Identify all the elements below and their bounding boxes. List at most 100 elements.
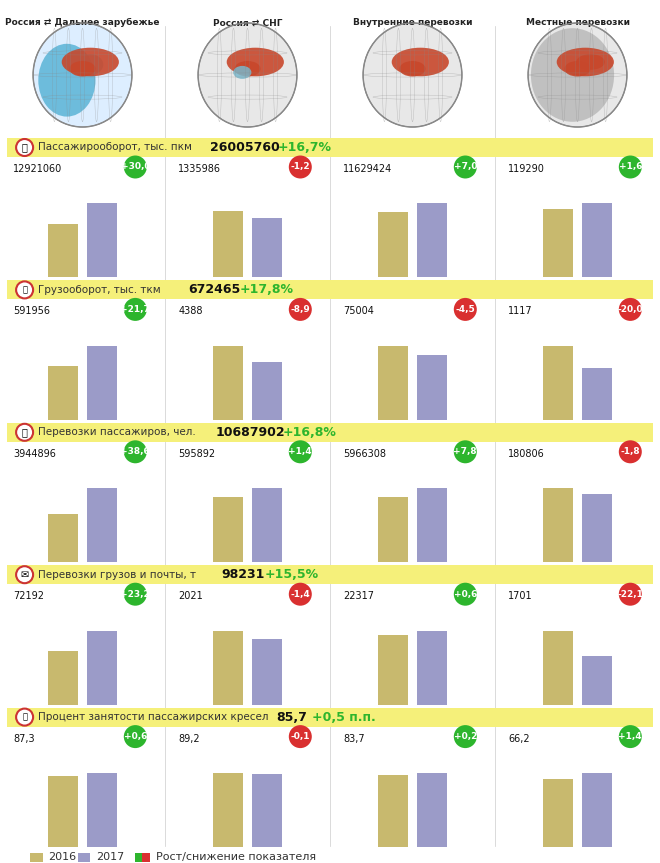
Text: 1117: 1117 bbox=[508, 306, 533, 317]
Text: +1,4: +1,4 bbox=[618, 732, 642, 741]
Text: Местные перевозки: Местные перевозки bbox=[525, 18, 630, 27]
Bar bbox=[213, 497, 243, 562]
Bar bbox=[213, 773, 243, 847]
Ellipse shape bbox=[531, 28, 614, 122]
Bar bbox=[48, 776, 78, 847]
Text: ✉: ✉ bbox=[20, 570, 28, 580]
Ellipse shape bbox=[391, 47, 449, 76]
Ellipse shape bbox=[234, 61, 261, 77]
Circle shape bbox=[619, 725, 642, 748]
Circle shape bbox=[16, 139, 33, 156]
Circle shape bbox=[454, 725, 477, 748]
Bar bbox=[417, 204, 447, 277]
Text: +0,5 п.п.: +0,5 п.п. bbox=[312, 710, 376, 723]
Text: Процент занятости пассажирских кресел: Процент занятости пассажирских кресел bbox=[38, 712, 268, 722]
Bar bbox=[213, 346, 243, 419]
Text: -8,9: -8,9 bbox=[290, 305, 310, 314]
Circle shape bbox=[454, 583, 477, 606]
Text: 83,7: 83,7 bbox=[343, 734, 365, 744]
Bar bbox=[252, 774, 282, 847]
Text: 26005760: 26005760 bbox=[210, 141, 280, 154]
Bar bbox=[417, 773, 447, 847]
Circle shape bbox=[619, 155, 642, 179]
Text: Перевозки пассажиров, чел.: Перевозки пассажиров, чел. bbox=[38, 427, 195, 438]
Text: 72192: 72192 bbox=[13, 591, 44, 602]
Text: 1335986: 1335986 bbox=[178, 164, 221, 174]
Ellipse shape bbox=[564, 61, 591, 77]
Bar bbox=[582, 773, 612, 847]
Text: Россия ⇄ Дальнее зарубежье: Россия ⇄ Дальнее зарубежье bbox=[5, 18, 160, 27]
Text: Грузооборот, тыс. ткм: Грузооборот, тыс. ткм bbox=[38, 285, 160, 295]
Text: +16,7%: +16,7% bbox=[277, 141, 331, 154]
Bar bbox=[87, 204, 117, 277]
Text: 595892: 595892 bbox=[178, 449, 215, 459]
Text: 2021: 2021 bbox=[178, 591, 203, 602]
Ellipse shape bbox=[233, 66, 251, 79]
Text: -4,5: -4,5 bbox=[455, 305, 475, 314]
Text: 2016: 2016 bbox=[49, 852, 77, 862]
Bar bbox=[78, 853, 90, 861]
Bar bbox=[252, 218, 282, 277]
Text: 180806: 180806 bbox=[508, 449, 545, 459]
Bar bbox=[252, 639, 282, 704]
Text: 👤: 👤 bbox=[22, 142, 28, 153]
Circle shape bbox=[619, 583, 642, 606]
Text: 22317: 22317 bbox=[343, 591, 374, 602]
Ellipse shape bbox=[363, 23, 462, 127]
Text: 3944896: 3944896 bbox=[13, 449, 56, 459]
Text: 📦: 📦 bbox=[22, 286, 27, 294]
Circle shape bbox=[289, 440, 312, 463]
Text: +7,8: +7,8 bbox=[453, 447, 477, 457]
Text: -1,8: -1,8 bbox=[620, 447, 640, 457]
Bar bbox=[582, 204, 612, 277]
Text: 1701: 1701 bbox=[508, 591, 533, 602]
Ellipse shape bbox=[61, 47, 119, 76]
Text: 4388: 4388 bbox=[178, 306, 203, 317]
Text: 👤: 👤 bbox=[22, 427, 28, 438]
Text: +38,6: +38,6 bbox=[120, 447, 150, 457]
Bar bbox=[417, 488, 447, 562]
Circle shape bbox=[454, 440, 477, 463]
Bar bbox=[213, 631, 243, 704]
Bar bbox=[378, 497, 408, 562]
Text: 89,2: 89,2 bbox=[178, 734, 200, 744]
Circle shape bbox=[16, 281, 33, 299]
Text: +0,6: +0,6 bbox=[453, 589, 477, 599]
Circle shape bbox=[124, 155, 147, 179]
FancyBboxPatch shape bbox=[7, 708, 653, 727]
Text: +15,5%: +15,5% bbox=[265, 568, 319, 581]
Circle shape bbox=[124, 583, 147, 606]
Text: +30,0: +30,0 bbox=[121, 162, 150, 172]
Circle shape bbox=[289, 583, 312, 606]
Bar bbox=[87, 488, 117, 562]
Bar bbox=[87, 631, 117, 704]
Text: +0,2: +0,2 bbox=[453, 732, 477, 741]
Bar bbox=[417, 631, 447, 704]
Circle shape bbox=[454, 298, 477, 321]
Text: 672465: 672465 bbox=[188, 283, 240, 296]
Text: 2017: 2017 bbox=[96, 852, 125, 862]
Text: 12921060: 12921060 bbox=[13, 164, 63, 174]
Text: 66,2: 66,2 bbox=[508, 734, 530, 744]
Ellipse shape bbox=[576, 54, 605, 70]
Ellipse shape bbox=[226, 47, 284, 76]
Ellipse shape bbox=[399, 61, 426, 77]
Bar bbox=[48, 514, 78, 562]
Text: 10687902: 10687902 bbox=[216, 425, 285, 438]
Bar bbox=[582, 657, 612, 704]
Ellipse shape bbox=[69, 61, 96, 77]
Bar bbox=[252, 362, 282, 419]
Bar bbox=[135, 853, 143, 861]
Text: 5966308: 5966308 bbox=[343, 449, 386, 459]
Text: 85,7: 85,7 bbox=[276, 710, 307, 723]
Ellipse shape bbox=[33, 23, 132, 127]
Bar bbox=[87, 346, 117, 419]
Circle shape bbox=[124, 298, 147, 321]
Text: +7,0: +7,0 bbox=[453, 162, 477, 172]
Bar bbox=[143, 853, 150, 861]
Bar bbox=[378, 212, 408, 277]
FancyBboxPatch shape bbox=[7, 280, 653, 299]
Text: +16,8%: +16,8% bbox=[283, 425, 337, 438]
Bar bbox=[48, 652, 78, 704]
Bar bbox=[582, 494, 612, 562]
